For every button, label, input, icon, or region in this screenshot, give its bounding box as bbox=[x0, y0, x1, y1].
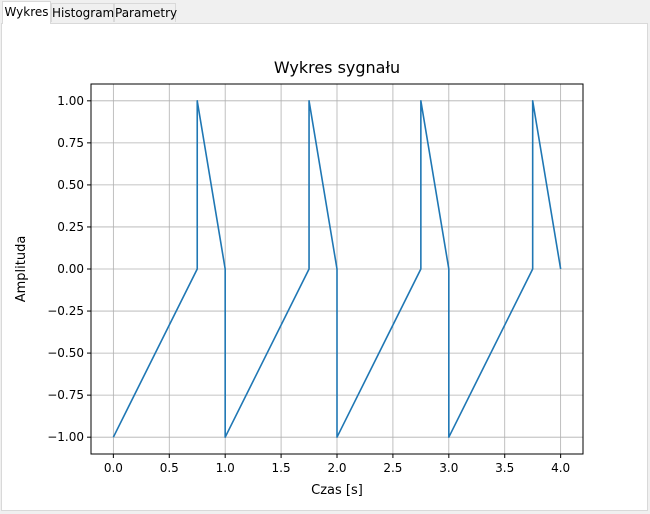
plot-canvas: 0.0 0.5 1.0 1.5 2.0 2.5 3.0 3.5 4.0 −1.00 −0.75 −0.… bbox=[9, 29, 640, 505]
x-tick-label: 3.5 bbox=[495, 461, 514, 475]
y-tick-label: 0.00 bbox=[57, 262, 84, 276]
signal-chart: 0.0 0.5 1.0 1.5 2.0 2.5 3.0 3.5 4.0 −1.00 −0.75 −0.… bbox=[14, 58, 584, 498]
tab-parametry[interactable]: Parametry bbox=[114, 3, 177, 22]
x-tick-label: 4.0 bbox=[551, 461, 570, 475]
y-tick-label: −0.50 bbox=[47, 346, 84, 360]
x-tick-label: 0.0 bbox=[104, 461, 123, 475]
y-tick-label: −0.75 bbox=[47, 388, 84, 402]
y-tick-label: −1.00 bbox=[47, 430, 84, 444]
x-tick-label: 3.0 bbox=[439, 461, 458, 475]
y-tick-label: 0.25 bbox=[57, 220, 84, 234]
y-axis-label: Amplituda bbox=[14, 236, 29, 303]
x-tick-label: 2.5 bbox=[383, 461, 402, 475]
y-tick-label: 0.50 bbox=[57, 178, 84, 192]
signal-series-line bbox=[112, 100, 562, 438]
ticks-layer: 0.0 0.5 1.0 1.5 2.0 2.5 3.0 3.5 4.0 −1.00 −0.75 −0.… bbox=[47, 94, 570, 475]
x-tick-label: 1.0 bbox=[216, 461, 235, 475]
y-tick-label: 1.00 bbox=[57, 94, 84, 108]
x-tick-label: 0.5 bbox=[160, 461, 179, 475]
chart-title: Wykres sygnału bbox=[274, 58, 400, 77]
tab-wykres[interactable]: Wykres bbox=[2, 1, 51, 24]
y-tick-label: −0.25 bbox=[47, 304, 84, 318]
tab-bar: Wykres Histogram Parametry bbox=[0, 0, 650, 24]
x-tick-label: 1.5 bbox=[272, 461, 291, 475]
x-axis-label: Czas [s] bbox=[311, 483, 363, 498]
tab-histogram[interactable]: Histogram bbox=[51, 3, 114, 22]
y-tick-label: 0.75 bbox=[57, 136, 84, 150]
x-tick-label: 2.0 bbox=[327, 461, 346, 475]
series-layer bbox=[112, 100, 562, 438]
